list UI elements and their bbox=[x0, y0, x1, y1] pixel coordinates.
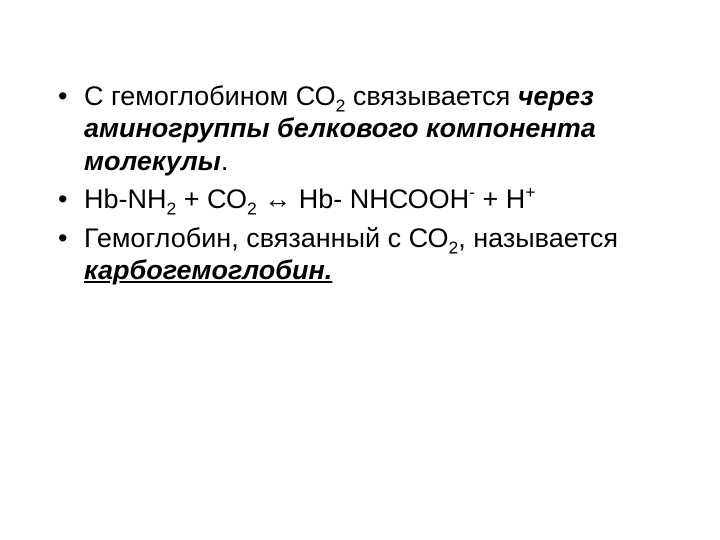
arrow: ↔ bbox=[257, 184, 299, 214]
subscript: 2 bbox=[167, 199, 177, 219]
text-run: связывается bbox=[345, 81, 517, 111]
text-run: Нb- NHСОOН bbox=[299, 184, 469, 214]
list-item: С гемоглобином СО2 связывается через ами… bbox=[50, 80, 670, 177]
list-item: Гемоглобин, связанный с СО2, называется … bbox=[50, 222, 670, 287]
emphasis-underline-text: карбогемоглобин. bbox=[84, 255, 332, 285]
text-run: Нb-NH bbox=[84, 184, 167, 214]
text-run: , называется bbox=[458, 223, 618, 253]
text-run: + Н bbox=[475, 184, 525, 214]
slide: С гемоглобином СО2 связывается через ами… bbox=[0, 0, 720, 540]
superscript: + bbox=[525, 182, 535, 202]
bullet-list: С гемоглобином СО2 связывается через ами… bbox=[50, 80, 670, 286]
text-run: С гемоглобином СО bbox=[84, 81, 336, 111]
text-run: + СО bbox=[176, 184, 247, 214]
text-run: . bbox=[221, 146, 229, 176]
list-item: Нb-NH2 + СО2 ↔ Нb- NHСОOН- + Н+ bbox=[50, 183, 670, 215]
subscript: 2 bbox=[247, 199, 257, 219]
subscript: 2 bbox=[448, 237, 458, 257]
text-run: Гемоглобин, связанный с СО bbox=[84, 223, 448, 253]
